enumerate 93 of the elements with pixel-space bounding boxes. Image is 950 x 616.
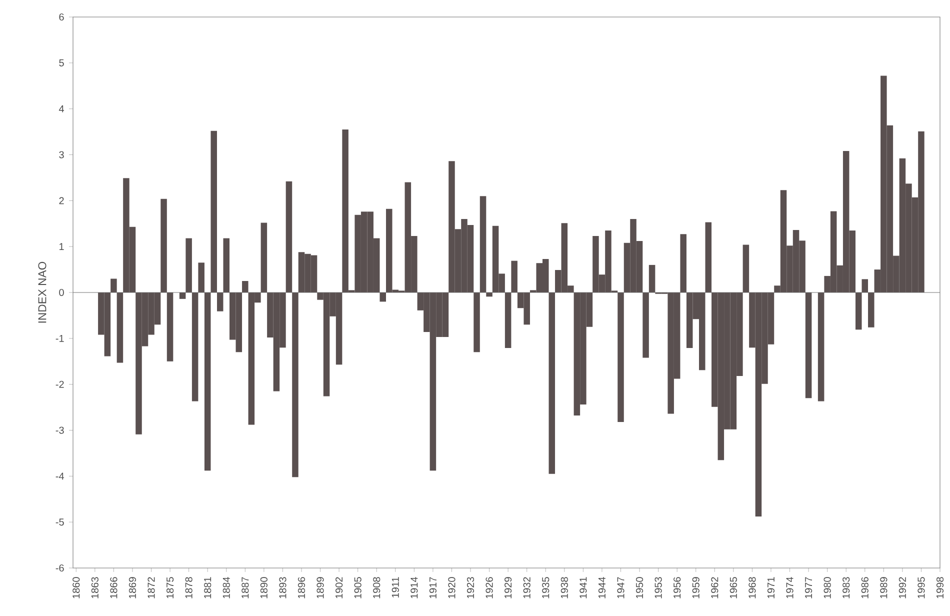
x-tick-label: 1932 bbox=[523, 577, 530, 598]
x-tick-label: 1974 bbox=[786, 576, 794, 598]
bar bbox=[504, 292, 512, 348]
y-tick-label: 4 bbox=[58, 105, 64, 112]
x-tick-label: 1926 bbox=[486, 577, 493, 598]
x-tick-label: 1986 bbox=[861, 577, 868, 598]
x-tick-label: 1860 bbox=[72, 577, 80, 598]
x-tick-label: 1944 bbox=[598, 576, 606, 598]
x-tick-label: 1896 bbox=[298, 577, 306, 598]
bar bbox=[380, 292, 386, 302]
bar bbox=[855, 292, 862, 330]
y-tick-label: 0 bbox=[59, 288, 64, 296]
x-tick-label: 1878 bbox=[185, 577, 192, 598]
y-tick-label: -2 bbox=[56, 380, 64, 388]
x-tick-label: 1917 bbox=[429, 577, 436, 598]
bar bbox=[868, 292, 874, 328]
bar bbox=[216, 292, 224, 312]
bar bbox=[292, 292, 298, 478]
x-tick-label: 1902 bbox=[336, 577, 343, 598]
x-tick-label: 1959 bbox=[692, 577, 700, 598]
bar bbox=[805, 292, 812, 398]
x-tick-label: 1875 bbox=[166, 577, 174, 598]
x-tick-label: 1935 bbox=[542, 577, 550, 598]
x-tick-label: 1920 bbox=[448, 577, 456, 598]
bar bbox=[192, 292, 198, 402]
bar bbox=[116, 292, 124, 363]
bar bbox=[110, 278, 117, 292]
x-tick-label: 1908 bbox=[373, 577, 380, 598]
x-tick-label: 1992 bbox=[898, 577, 906, 598]
y-tick-label: -3 bbox=[56, 426, 64, 434]
x-tick-label: 1869 bbox=[128, 577, 136, 598]
y-tick-label: 1 bbox=[59, 243, 64, 250]
x-tick-label: 1881 bbox=[204, 577, 212, 598]
bar bbox=[862, 279, 868, 292]
x-tick-label: 1956 bbox=[674, 577, 681, 598]
y-tick-label: -5 bbox=[56, 518, 64, 526]
x-tick-label: 1938 bbox=[560, 577, 568, 598]
x-tick-label: 1914 bbox=[410, 576, 418, 598]
y-tick-label: -4 bbox=[56, 472, 64, 480]
x-tick-label: 1950 bbox=[636, 577, 644, 598]
x-tick-label: 1962 bbox=[711, 577, 718, 598]
x-tick-label: 1983 bbox=[842, 577, 850, 598]
x-tick-label: 1863 bbox=[91, 577, 98, 598]
x-tick-label: 1905 bbox=[354, 577, 362, 598]
x-tick-label: 1971 bbox=[767, 577, 775, 598]
bar bbox=[680, 234, 686, 292]
bar bbox=[548, 292, 556, 474]
x-tick-label: 1998 bbox=[936, 577, 944, 598]
bar bbox=[223, 238, 230, 292]
x-tick-label: 1887 bbox=[242, 577, 249, 598]
x-tick-label: 1965 bbox=[730, 577, 737, 598]
y-tick-label: -1 bbox=[56, 334, 64, 342]
x-tick-label: 1929 bbox=[504, 577, 512, 598]
y-tick-label: 6 bbox=[59, 13, 64, 21]
bar bbox=[160, 198, 167, 292]
bar bbox=[260, 222, 268, 292]
x-tick-label: 1893 bbox=[279, 577, 286, 598]
y-tick-label: 3 bbox=[59, 151, 64, 158]
y-tick-label: -6 bbox=[56, 564, 64, 572]
bar bbox=[480, 196, 486, 292]
x-tick-label: 1977 bbox=[805, 577, 812, 598]
bar bbox=[210, 130, 217, 292]
x-tick-label: 1899 bbox=[316, 577, 324, 598]
x-tick-label: 1911 bbox=[392, 577, 399, 598]
x-tick-label: 1947 bbox=[617, 577, 624, 598]
bar bbox=[648, 264, 656, 292]
y-axis-title: INDEX NAO bbox=[38, 262, 46, 323]
bar bbox=[705, 222, 712, 292]
x-tick-label: 1980 bbox=[824, 577, 831, 598]
bar bbox=[204, 292, 211, 471]
x-tick-label: 1941 bbox=[580, 577, 587, 598]
x-tick-label: 1995 bbox=[918, 577, 925, 598]
bar bbox=[474, 292, 480, 352]
x-tick-label: 1872 bbox=[148, 577, 155, 598]
y-tick-label: 2 bbox=[59, 197, 64, 204]
bar bbox=[742, 244, 750, 292]
x-tick-label: 1923 bbox=[466, 577, 474, 598]
y-tick-label: 5 bbox=[59, 59, 64, 66]
bar bbox=[242, 281, 248, 292]
bar bbox=[186, 238, 192, 292]
x-tick-label: 1866 bbox=[110, 577, 118, 598]
bar bbox=[286, 181, 292, 292]
bar bbox=[618, 292, 624, 422]
x-tick-label: 1890 bbox=[260, 577, 268, 598]
bar bbox=[511, 260, 518, 292]
bar bbox=[818, 292, 824, 402]
bar bbox=[198, 262, 204, 292]
x-tick-label: 1953 bbox=[654, 577, 662, 598]
x-tick-label: 1884 bbox=[222, 576, 230, 598]
x-tick-label: 1989 bbox=[880, 577, 888, 598]
x-tick-label: 1968 bbox=[748, 577, 756, 598]
bar bbox=[166, 292, 174, 362]
bar bbox=[642, 292, 649, 358]
